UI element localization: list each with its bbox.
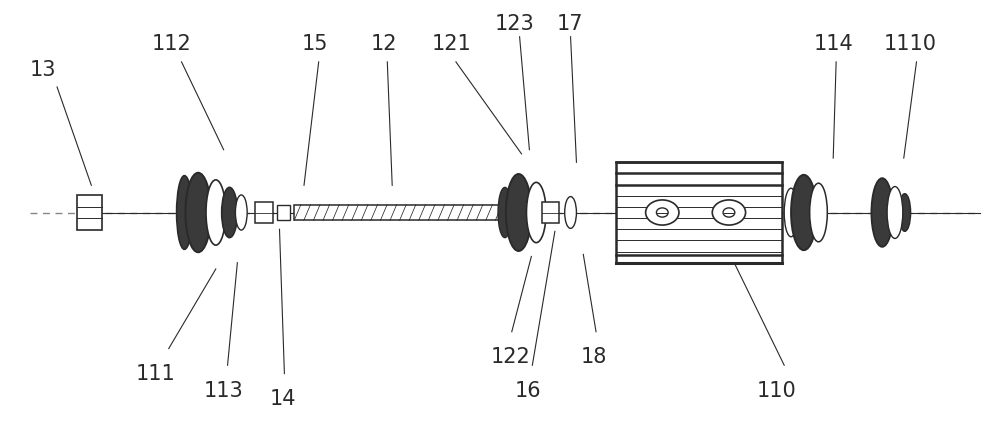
Ellipse shape	[506, 175, 531, 251]
Ellipse shape	[177, 176, 192, 250]
Text: 15: 15	[302, 35, 329, 55]
Text: 14: 14	[270, 389, 296, 408]
Ellipse shape	[206, 181, 226, 245]
Text: 114: 114	[814, 35, 853, 55]
Ellipse shape	[526, 183, 546, 243]
Bar	[255, 202, 273, 223]
Text: 17: 17	[557, 14, 583, 34]
Ellipse shape	[185, 173, 211, 253]
Ellipse shape	[656, 208, 668, 218]
Ellipse shape	[646, 201, 679, 225]
Ellipse shape	[235, 196, 247, 230]
Text: 110: 110	[757, 380, 797, 400]
Text: 18: 18	[580, 347, 607, 366]
Ellipse shape	[565, 197, 576, 229]
Text: 13: 13	[30, 60, 56, 79]
Bar	[616, 163, 782, 263]
Text: 113: 113	[204, 380, 244, 400]
Bar	[277, 205, 290, 221]
Ellipse shape	[723, 208, 735, 218]
Ellipse shape	[871, 179, 893, 247]
Text: 122: 122	[490, 347, 530, 366]
Ellipse shape	[712, 201, 746, 225]
Bar	[294, 205, 505, 221]
Ellipse shape	[498, 188, 512, 238]
Text: 121: 121	[431, 35, 471, 55]
Bar	[542, 203, 559, 223]
Bar	[77, 196, 102, 230]
Text: 1110: 1110	[884, 35, 937, 55]
Ellipse shape	[791, 176, 817, 250]
Ellipse shape	[222, 188, 237, 238]
Ellipse shape	[899, 194, 911, 232]
Text: 16: 16	[515, 380, 541, 400]
Ellipse shape	[887, 187, 903, 239]
Text: 111: 111	[135, 363, 175, 383]
Text: 112: 112	[152, 35, 192, 55]
Ellipse shape	[810, 184, 827, 242]
Text: 123: 123	[495, 14, 535, 34]
Ellipse shape	[784, 189, 798, 237]
Text: 12: 12	[371, 35, 397, 55]
